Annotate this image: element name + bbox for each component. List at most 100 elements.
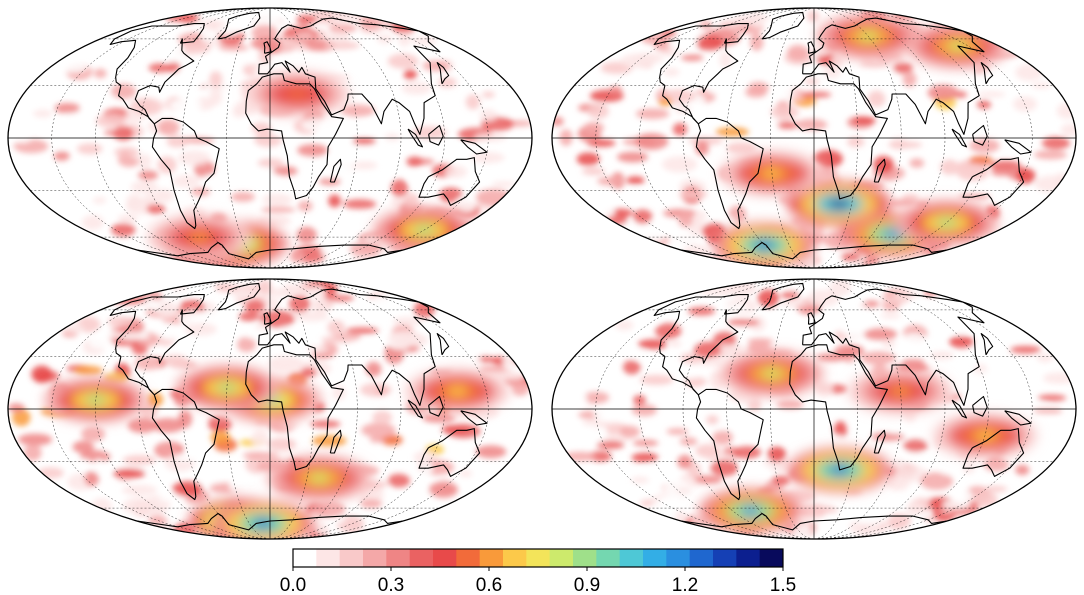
colorbar-swatch xyxy=(736,549,761,567)
coastline xyxy=(245,73,344,200)
coastline xyxy=(217,11,261,40)
coastline xyxy=(873,158,886,183)
coastline xyxy=(137,241,403,260)
colorbar-swatch xyxy=(339,549,364,567)
colorbar-swatch xyxy=(409,549,434,567)
coastline xyxy=(962,428,1025,477)
map-outline xyxy=(551,278,1077,540)
colorbar-swatch xyxy=(479,549,504,567)
hotspot-mark xyxy=(739,506,762,516)
colorbar-swatch xyxy=(549,549,574,567)
hotspot-mark xyxy=(881,229,904,240)
coastline xyxy=(873,429,886,454)
coastline xyxy=(1004,410,1032,426)
colorbar-swatch xyxy=(526,549,551,567)
hotspot-mark xyxy=(216,382,238,393)
colorbar-swatch xyxy=(316,549,341,567)
coastlines xyxy=(109,282,488,531)
colorbar: 0.0 0.3 0.6 0.9 1.2 1.5 xyxy=(280,548,796,595)
coastline xyxy=(695,388,764,501)
colorbar-tick-label: 0.3 xyxy=(378,575,404,595)
coastline xyxy=(428,395,444,417)
coastline xyxy=(761,282,805,311)
hotspot-mark xyxy=(446,386,469,397)
colorbar-swatch xyxy=(363,549,387,567)
map-panel-bottom-right xyxy=(551,278,1077,540)
coastline xyxy=(681,512,947,531)
coastline xyxy=(245,344,344,471)
colorbar-tick-label: 0.9 xyxy=(574,575,600,595)
coastline xyxy=(807,312,816,325)
colorbar-swatch xyxy=(503,549,527,567)
coastline xyxy=(258,17,441,135)
coastline xyxy=(109,294,205,396)
hotspot-mark xyxy=(828,199,850,209)
colorbar-tick-label: 0.6 xyxy=(476,575,502,595)
hotspot-mark xyxy=(753,240,776,250)
coastline xyxy=(109,23,205,125)
coastline xyxy=(258,288,441,406)
colorbar-swatch xyxy=(713,549,737,567)
coastline xyxy=(460,410,488,426)
colorbar-tick-label: 0.0 xyxy=(280,575,306,595)
colorbar-swatch xyxy=(666,549,691,567)
coastline xyxy=(802,288,985,406)
coastlines xyxy=(653,11,1032,260)
coastline xyxy=(329,158,342,183)
coastlines xyxy=(109,11,488,260)
hotspot-mark xyxy=(308,473,331,483)
hotspot-mark xyxy=(286,89,309,99)
coastline xyxy=(436,62,450,85)
coastline xyxy=(653,23,749,125)
hotspot-mark xyxy=(935,217,958,228)
colorbar-swatch xyxy=(643,549,667,567)
colorbar-swatch xyxy=(386,549,411,567)
map-outline xyxy=(7,7,533,269)
map-outline xyxy=(7,278,533,540)
anomaly-field xyxy=(552,8,1076,268)
coastline xyxy=(972,395,988,417)
coastline xyxy=(407,399,424,419)
coastline xyxy=(951,128,968,148)
hotspot-mark xyxy=(889,386,912,397)
coastline xyxy=(695,117,764,230)
coastline xyxy=(980,62,994,85)
colorbar-swatches xyxy=(293,549,784,567)
colorbar-tick-labels: 0.0 0.3 0.6 0.9 1.2 1.5 xyxy=(280,567,796,595)
colorbar-swatch xyxy=(596,549,621,567)
colorbar-swatch xyxy=(619,549,644,567)
colorbar-swatch xyxy=(456,549,481,567)
colorbar-swatch xyxy=(759,549,784,567)
coastline xyxy=(980,333,994,356)
coastline xyxy=(137,512,403,531)
coastline xyxy=(436,333,450,356)
colorbar-swatch xyxy=(573,549,597,567)
coastline xyxy=(807,41,816,54)
colorbar-swatch xyxy=(689,549,714,567)
coastline xyxy=(151,388,220,501)
coastline xyxy=(418,428,481,477)
coastline xyxy=(972,124,988,146)
coastline xyxy=(962,157,1025,206)
coastline xyxy=(329,429,342,454)
hotspot-mark xyxy=(188,232,211,242)
colorbar-tick-label: 1.2 xyxy=(672,575,698,595)
coastline xyxy=(1004,139,1032,155)
colorbar-tick-label: 1.5 xyxy=(770,575,796,595)
coastline xyxy=(802,17,985,135)
coastline xyxy=(789,73,888,200)
coastline xyxy=(653,294,749,396)
colorbar-frame xyxy=(292,548,784,568)
coastline xyxy=(428,124,444,146)
map-panel-top-left xyxy=(7,7,533,269)
coastline xyxy=(217,282,261,311)
coastline xyxy=(151,117,220,230)
map-outline xyxy=(551,7,1077,269)
map-panel-top-right xyxy=(551,7,1077,269)
coastline xyxy=(263,312,272,325)
coastline xyxy=(460,139,488,155)
map-panel-bottom-left xyxy=(7,278,533,540)
coastline xyxy=(789,344,888,471)
coastline xyxy=(951,399,968,419)
